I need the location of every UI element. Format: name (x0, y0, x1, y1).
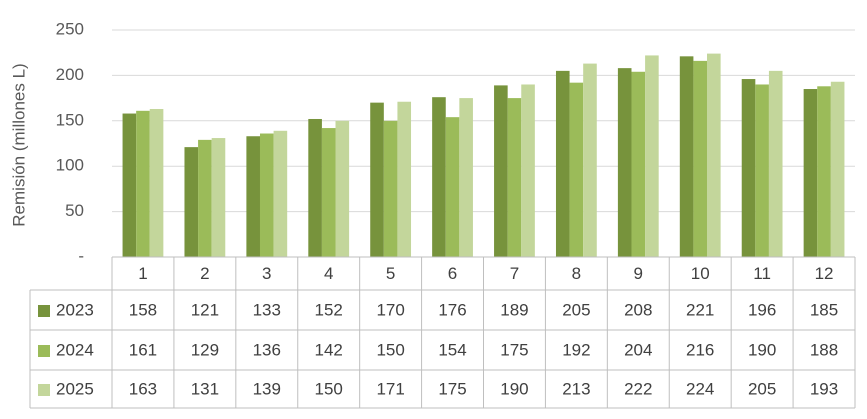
legend-swatch (38, 345, 50, 357)
bar (521, 84, 535, 257)
bar (768, 70, 783, 257)
bar (693, 60, 708, 257)
table-value: 136 (253, 340, 281, 359)
x-tick-label: 1 (138, 264, 147, 283)
table-value: 121 (191, 300, 219, 319)
table-value: 161 (129, 340, 157, 359)
table-value: 190 (500, 379, 528, 398)
y-tick-label: 100 (56, 156, 84, 175)
x-tick-label: 8 (572, 264, 581, 283)
y-tick-label: - (78, 246, 84, 265)
bar (122, 113, 137, 257)
bar (507, 98, 522, 257)
y-axis-label: Remisión (millones L) (9, 63, 28, 226)
bar (494, 85, 508, 257)
legend-swatch (38, 384, 50, 396)
bar (569, 82, 584, 257)
table-value: 139 (253, 379, 281, 398)
table-value: 196 (748, 300, 776, 319)
bar (397, 101, 412, 258)
bar (645, 55, 659, 258)
bar (259, 133, 274, 257)
bar (617, 68, 632, 257)
x-tick-label: 7 (510, 264, 519, 283)
bar (149, 108, 164, 257)
table-value: 208 (624, 300, 652, 319)
table-value: 131 (191, 379, 219, 398)
bar (830, 81, 845, 257)
x-tick-label: 12 (815, 264, 834, 283)
bar (184, 147, 199, 257)
x-tick-label: 11 (753, 264, 771, 283)
y-tick-label: 150 (56, 110, 84, 129)
table-value: 205 (748, 379, 776, 398)
bar (583, 63, 597, 257)
table-value: 176 (438, 300, 466, 319)
table-value: 224 (686, 379, 714, 398)
x-tick-label: 4 (324, 264, 333, 283)
table-value: 189 (500, 300, 528, 319)
table-value: 190 (748, 340, 776, 359)
table-value: 133 (253, 300, 281, 319)
bar (198, 139, 212, 257)
table-value: 142 (315, 340, 343, 359)
bar (555, 70, 570, 257)
x-tick-label: 10 (691, 264, 710, 283)
table-value: 152 (315, 300, 343, 319)
bar (631, 71, 646, 257)
x-tick-label: 9 (634, 264, 643, 283)
table-value: 205 (562, 300, 590, 319)
bar (445, 117, 460, 257)
legend-label: 2024 (56, 340, 94, 359)
y-tick-label: 50 (65, 201, 84, 220)
y-tick-label: 200 (56, 65, 84, 84)
table-value: 158 (129, 300, 157, 319)
bar (679, 56, 694, 257)
bar (335, 120, 350, 257)
bar (755, 84, 769, 257)
table-value: 204 (624, 340, 652, 359)
table-value: 150 (315, 379, 343, 398)
x-tick-label: 3 (262, 264, 271, 283)
bar (803, 89, 818, 258)
x-tick-label: 5 (386, 264, 395, 283)
bar (432, 97, 446, 257)
table-value: 192 (562, 340, 590, 359)
bar (246, 136, 260, 257)
bar (211, 138, 226, 257)
legend-label: 2025 (56, 379, 94, 398)
bar (308, 118, 322, 257)
table-value: 175 (500, 340, 528, 359)
table-value: 216 (686, 340, 714, 359)
table-value: 175 (438, 379, 466, 398)
table-value: 213 (562, 379, 590, 398)
table-value: 129 (191, 340, 219, 359)
bar (321, 128, 336, 257)
table-value: 222 (624, 379, 652, 398)
table-value: 188 (810, 340, 838, 359)
legend-swatch (38, 305, 50, 317)
bar (459, 98, 473, 257)
table-value: 185 (810, 300, 838, 319)
table-value: 193 (810, 379, 838, 398)
x-tick-label: 6 (448, 264, 457, 283)
bar (741, 79, 756, 257)
table-value: 170 (376, 300, 404, 319)
bar (817, 86, 831, 258)
bar (383, 120, 398, 257)
bar (136, 110, 150, 257)
table-value: 154 (438, 340, 466, 359)
bar (707, 53, 721, 257)
table-value: 150 (376, 340, 404, 359)
legend-label: 2023 (56, 300, 94, 319)
x-tick-label: 2 (200, 264, 209, 283)
table-value: 221 (686, 300, 714, 319)
table-value: 163 (129, 379, 157, 398)
table-value: 171 (376, 379, 404, 398)
y-tick-label: 250 (56, 19, 84, 38)
bar (370, 102, 384, 257)
bar (273, 130, 288, 257)
